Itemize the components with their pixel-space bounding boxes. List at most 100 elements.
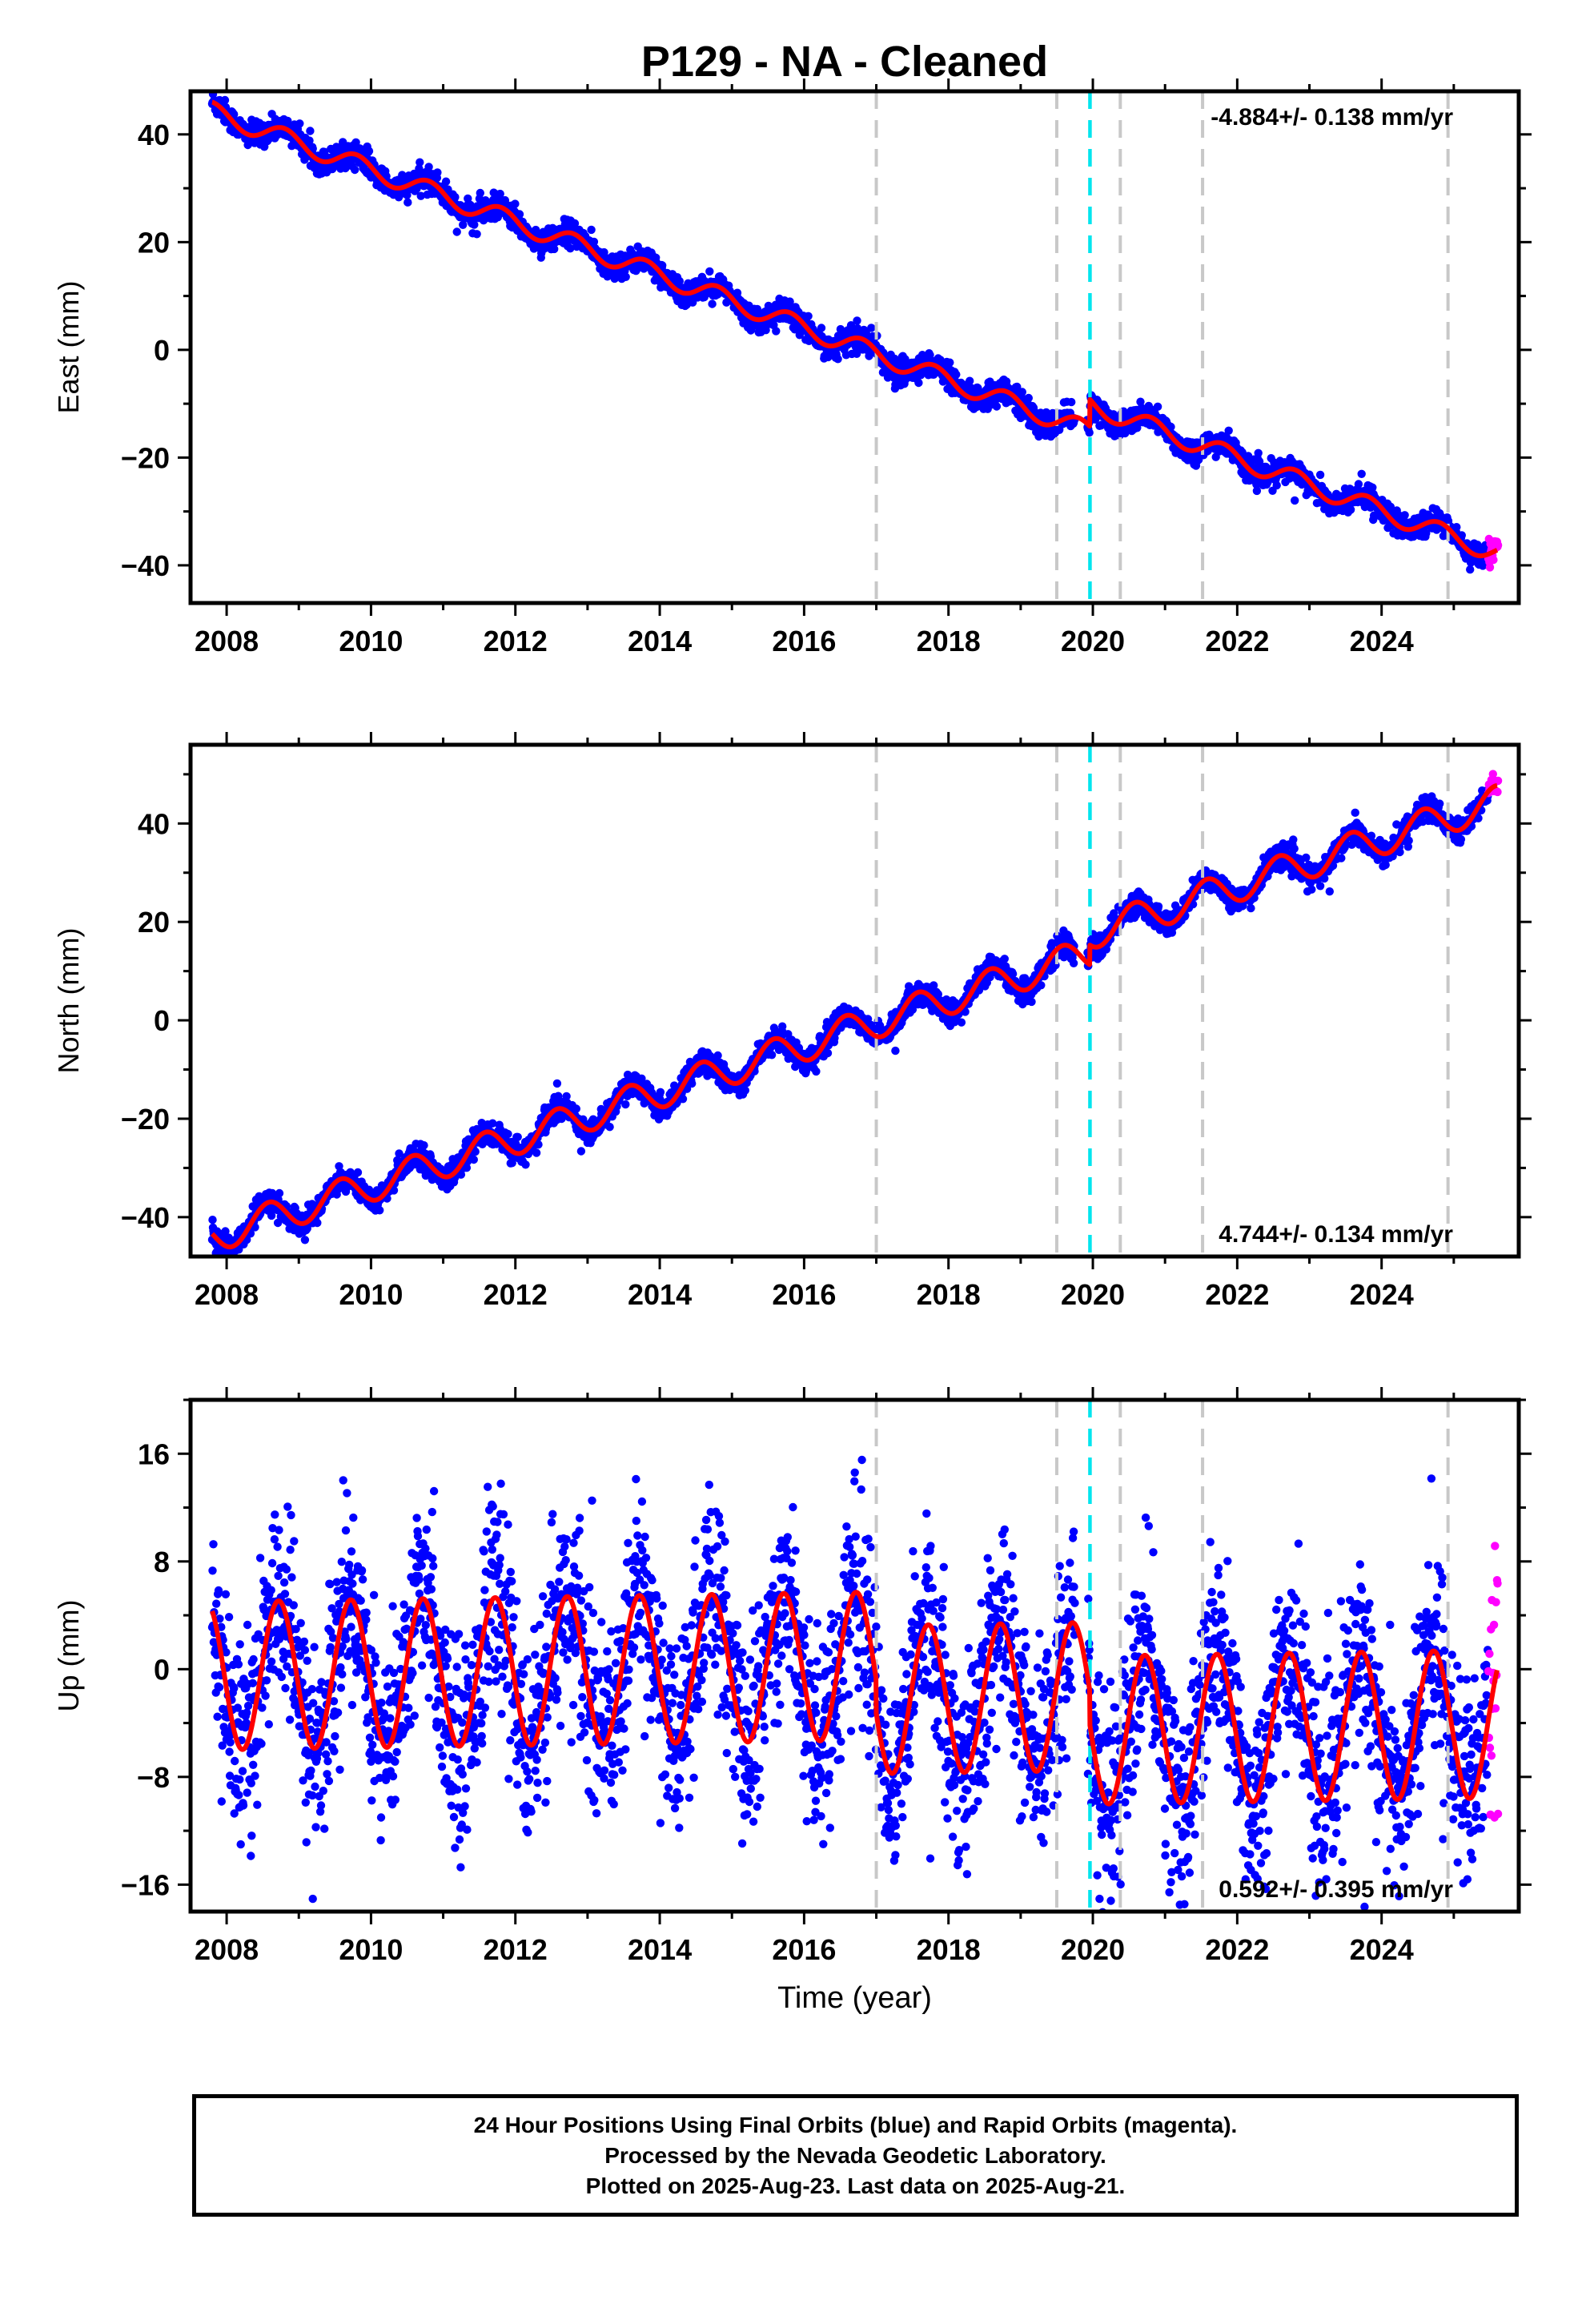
y-tick-label: 20 <box>138 226 170 259</box>
plot-area-north <box>207 745 1503 1256</box>
final-orbit-point <box>658 261 667 270</box>
final-orbit-point <box>1291 496 1299 505</box>
rapid-orbit-point <box>1485 563 1495 572</box>
data-points-east <box>207 91 1503 574</box>
panel-east: 2008 2010 2012 2014 2016 2018 2020 2022 20244020… <box>52 78 1532 657</box>
final-orbit-point <box>621 1100 630 1109</box>
final-orbit-point <box>767 1051 777 1059</box>
final-orbit-point <box>513 1132 522 1142</box>
final-orbit-point <box>351 165 359 175</box>
plot-area-east <box>207 91 1503 603</box>
series-final-orbits <box>207 786 1492 1256</box>
final-orbit-point <box>992 402 1002 411</box>
final-orbit-point <box>476 188 484 198</box>
x-tick-label: 2008 <box>195 625 259 657</box>
final-orbit-point <box>404 198 412 207</box>
final-orbit-point <box>275 1188 284 1198</box>
y-tick-label: −20 <box>121 441 170 474</box>
final-orbit-point <box>416 191 425 200</box>
final-orbit-point <box>515 210 524 219</box>
final-orbit-point <box>382 171 391 181</box>
final-orbit-point <box>600 247 608 257</box>
final-orbit-point <box>804 312 813 320</box>
final-orbit-point <box>1272 480 1281 490</box>
final-orbit-point <box>300 1236 310 1244</box>
final-orbit-point <box>295 119 304 128</box>
final-orbit-point <box>713 1051 722 1060</box>
x-tick-label: 2024 <box>1350 625 1414 657</box>
final-orbit-point <box>403 191 412 199</box>
final-orbit-point <box>656 1088 665 1097</box>
final-orbit-point <box>313 1218 322 1228</box>
x-tick-label: 2022 <box>1205 625 1269 657</box>
final-orbit-point <box>772 327 781 336</box>
final-orbit-point <box>305 136 314 145</box>
final-orbit-point <box>1315 470 1325 480</box>
panels: 2008 2010 2012 2014 2016 2018 2020 2022 20244020… <box>52 78 1532 2015</box>
y-axis-label-east: East (mm) <box>52 281 85 414</box>
rapid-orbit-point <box>1493 541 1503 549</box>
final-orbit-point <box>1357 469 1366 478</box>
final-orbit-point <box>511 199 520 208</box>
y-tick-label: −40 <box>121 549 170 582</box>
x-tick-label: 2016 <box>772 625 836 657</box>
x-tick-label: 2014 <box>628 625 692 657</box>
x-tick-label: 2012 <box>484 625 548 657</box>
final-orbit-point <box>416 158 424 167</box>
final-orbit-point <box>550 244 559 254</box>
final-orbit-point <box>504 1129 512 1139</box>
final-orbit-point <box>572 1104 580 1113</box>
final-orbit-point <box>688 1079 697 1088</box>
final-orbit-point <box>587 225 596 235</box>
final-orbit-point <box>552 1079 562 1088</box>
final-orbit-point <box>306 127 315 135</box>
final-orbit-point <box>283 116 292 126</box>
final-orbit-point <box>678 1095 688 1104</box>
final-orbit-point <box>464 194 472 203</box>
final-orbit-point <box>1452 523 1461 532</box>
final-orbit-point <box>1224 426 1233 435</box>
final-orbit-point <box>778 1022 787 1031</box>
y-tick-label: 0 <box>154 334 170 367</box>
final-orbit-point <box>605 1123 614 1132</box>
final-orbit-point <box>208 1216 217 1224</box>
final-orbit-point <box>675 276 684 286</box>
final-orbit-point <box>459 220 468 229</box>
final-orbit-point <box>817 324 826 332</box>
panel-north: 2008 2010 2012 2014 2016 2018 2020 2022 20244020… <box>52 732 1532 1311</box>
final-orbit-point <box>570 219 580 228</box>
final-orbit-point <box>952 370 961 379</box>
final-orbit-point <box>867 324 876 332</box>
figure-title: P129 - NA - Cleaned <box>641 38 1048 86</box>
x-tick-label: 2010 <box>339 625 403 657</box>
final-orbit-point <box>708 300 717 308</box>
final-orbit-point <box>521 1160 530 1169</box>
final-orbit-point <box>589 237 599 247</box>
final-orbit-point <box>351 138 360 147</box>
final-orbit-point <box>532 1148 541 1157</box>
final-orbit-point <box>353 1168 363 1177</box>
final-orbit-point <box>469 1155 478 1164</box>
final-orbit-point <box>833 355 842 364</box>
final-orbit-point <box>705 267 714 276</box>
final-orbit-point <box>1254 448 1263 457</box>
rapid-orbit-point <box>1489 555 1498 565</box>
final-orbit-point <box>566 244 575 253</box>
final-orbit-point <box>220 95 230 105</box>
rate-label-east: -4.884+/- 0.138 mm/yr <box>1211 104 1453 131</box>
final-orbit-point <box>1400 511 1409 520</box>
final-orbit-point <box>621 272 630 281</box>
final-orbit-point <box>424 163 433 171</box>
final-orbit-point <box>1018 388 1027 396</box>
final-orbit-point <box>946 358 954 367</box>
x-tick-label: 2018 <box>917 625 981 657</box>
final-orbit-point <box>472 230 481 239</box>
final-orbit-point <box>741 1086 749 1095</box>
final-orbit-point <box>1024 393 1034 403</box>
final-orbit-point <box>470 220 479 229</box>
final-orbit-point <box>420 1141 428 1150</box>
final-orbit-point <box>1153 402 1162 411</box>
final-orbit-point <box>1346 505 1355 514</box>
final-orbit-point <box>914 378 923 388</box>
